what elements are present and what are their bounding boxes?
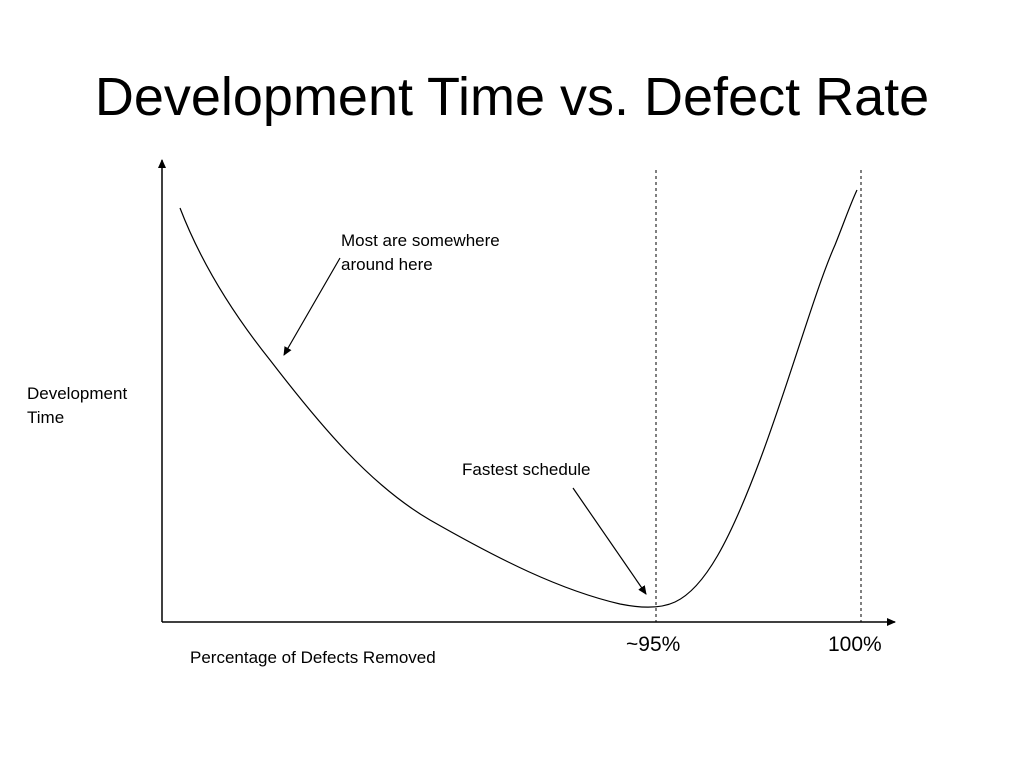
annotation-most-line-2: around here <box>341 255 433 274</box>
x-tick-100-percent: 100% <box>828 633 882 656</box>
y-axis-label-line-1: Development <box>27 384 128 403</box>
annotation-most-line-1: Most are somewhere <box>341 231 500 250</box>
development-time-curve <box>179 189 858 608</box>
page-title: Development Time vs. Defect Rate <box>94 67 930 127</box>
x-tick-95-percent: ~95% <box>626 633 681 656</box>
annotation-arrow-fastest <box>572 487 647 595</box>
y-axis-label-line-2: Time <box>27 408 65 427</box>
annotation-arrow-most <box>283 257 341 356</box>
annotation-fastest-schedule: Fastest schedule <box>462 460 591 479</box>
x-axis-label: Percentage of Defects Removed <box>190 648 436 667</box>
annotation-most-around-here: Most are somewhere around here <box>341 229 541 277</box>
y-axis-label: Development Time <box>27 382 157 430</box>
